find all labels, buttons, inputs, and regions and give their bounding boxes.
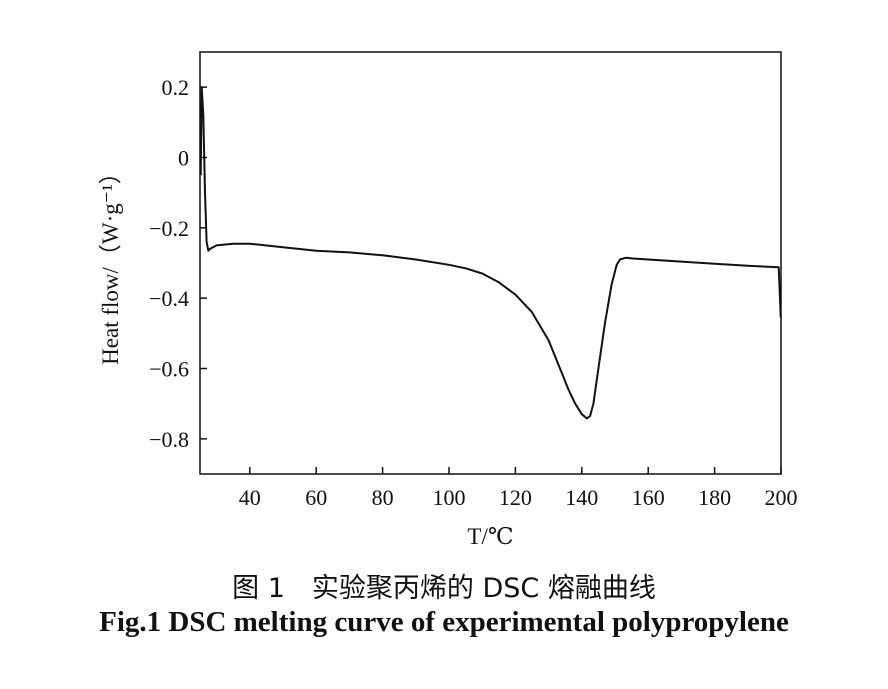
plot-frame — [199, 51, 782, 475]
y-axis-ticks: 0.2 0 −0.2 −0.4 −0.6 −0.8 — [149, 75, 207, 452]
y-tick-label: −0.8 — [149, 427, 189, 452]
y-tick-label: −0.2 — [149, 216, 189, 241]
y-tick-label: 0.2 — [162, 75, 190, 100]
x-tick-label: 60 — [305, 485, 327, 510]
y-tick-label: 0 — [178, 146, 189, 171]
y-axis-label: Heat flow/（W·g⁻¹） — [98, 161, 123, 365]
x-tick-label: 200 — [765, 485, 798, 510]
y-tick-label: −0.6 — [149, 357, 189, 382]
x-tick-label: 160 — [632, 485, 665, 510]
figure-caption-english: Fig.1 DSC melting curve of experimental … — [99, 606, 789, 638]
x-tick-label: 180 — [698, 485, 731, 510]
x-axis-label: T/℃ — [467, 524, 513, 549]
x-tick-label: 120 — [499, 485, 532, 510]
x-axis-ticks: 40 60 80 100 120 140 160 180 200 — [239, 467, 798, 510]
x-tick-label: 80 — [372, 485, 394, 510]
y-tick-label: −0.4 — [149, 286, 189, 311]
dsc-chart: 40 60 80 100 120 140 160 180 200 0.2 0 −0.2 −0.4 −0.… — [98, 51, 798, 549]
x-tick-label: 100 — [433, 485, 466, 510]
figure-caption-chinese: 图 1 实验聚丙烯的 DSC 熔融曲线 — [232, 573, 656, 604]
x-tick-label: 140 — [565, 485, 598, 510]
x-tick-label: 40 — [239, 485, 261, 510]
heat-flow-curve — [199, 86, 782, 420]
